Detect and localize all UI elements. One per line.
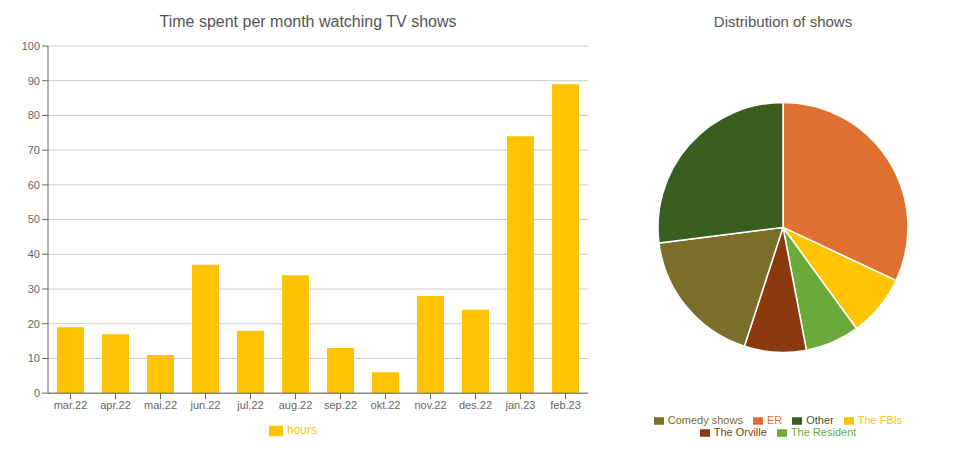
svg-text:0: 0 [34, 387, 40, 399]
html-text:The Resident: The Resident [790, 425, 857, 438]
svg-text:10: 10 [28, 352, 40, 364]
html-text:hours: hours [287, 423, 317, 438]
svg-text:aug.22: aug.22 [279, 399, 313, 411]
html-text:ER: ER [766, 413, 783, 426]
svg-text:okt.22: okt.22 [371, 399, 401, 411]
svg-text:70: 70 [28, 144, 40, 156]
svg-text:50: 50 [28, 213, 40, 225]
svg-text:sep.22: sep.22 [324, 399, 357, 411]
svg-text:80: 80 [28, 109, 40, 121]
svg-text:jun.22: jun.22 [190, 399, 221, 411]
html-text:The FBIs: The FBIs [857, 413, 903, 426]
svg-text:jul.22: jul.22 [236, 399, 263, 411]
html-text:Other: Other [806, 413, 834, 426]
html-text:The Orville: The Orville [713, 425, 767, 438]
html-text:Comedy shows: Comedy shows [667, 413, 743, 426]
svg-text:apr.22: apr.22 [100, 399, 131, 411]
svg-text:30: 30 [28, 283, 40, 295]
svg-text:90: 90 [28, 75, 40, 87]
html-text:Time spent per month watching: Time spent per month watching TV shows [159, 13, 457, 30]
svg-text:20: 20 [28, 318, 40, 330]
svg-text:des.22: des.22 [459, 399, 492, 411]
html-text:Distribution of shows: Distribution of shows [713, 13, 853, 30]
svg-text:100: 100 [22, 40, 40, 52]
svg-text:feb.23: feb.23 [550, 399, 581, 411]
svg-text:mai.22: mai.22 [144, 399, 177, 411]
svg-text:40: 40 [28, 248, 40, 260]
svg-text:jan.23: jan.23 [505, 399, 536, 411]
svg-text:60: 60 [28, 179, 40, 191]
svg-text:mar.22: mar.22 [54, 399, 88, 411]
svg-text:nov.22: nov.22 [414, 399, 446, 411]
